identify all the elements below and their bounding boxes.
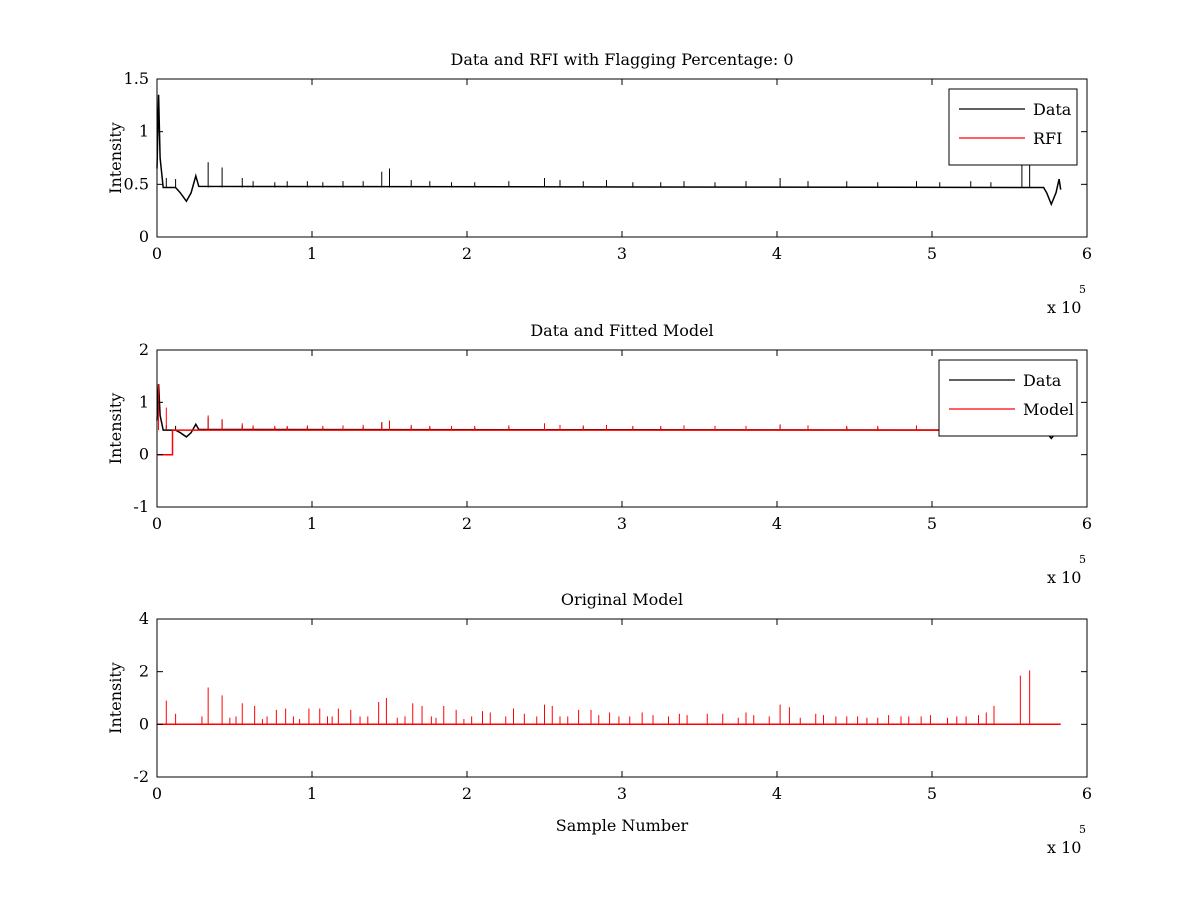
x-tick-label: 3 bbox=[617, 244, 627, 263]
y-tick-label: 0 bbox=[139, 227, 149, 246]
y-tick-label: 0 bbox=[139, 714, 149, 733]
x-tick-label: 0 bbox=[152, 514, 162, 533]
y-tick-label: 0 bbox=[139, 445, 149, 464]
legend-label: RFI bbox=[1033, 129, 1062, 148]
plot-title: Data and Fitted Model bbox=[530, 321, 713, 340]
x-tick-label: 4 bbox=[772, 514, 782, 533]
x-tick-label: 4 bbox=[772, 244, 782, 263]
y-tick-label: 2 bbox=[139, 340, 149, 359]
axes-frame bbox=[156, 78, 1088, 238]
x-multiplier-base: x 10 bbox=[1047, 838, 1081, 857]
x-tick-label: 1 bbox=[307, 514, 317, 533]
y-axis-label: Intensity bbox=[106, 662, 125, 734]
plot-title: Original Model bbox=[561, 590, 683, 609]
legend-box bbox=[938, 359, 1078, 437]
x-multiplier-base: x 10 bbox=[1047, 568, 1081, 587]
y-axis-label: Intensity bbox=[106, 393, 125, 465]
x-tick-label: 5 bbox=[927, 244, 937, 263]
series-model bbox=[157, 670, 1061, 726]
x-tick-label: 6 bbox=[1082, 784, 1092, 803]
series-line bbox=[157, 429, 1061, 456]
legend-label: Model bbox=[1023, 400, 1074, 419]
x-tick-label: 5 bbox=[927, 784, 937, 803]
axes-frame bbox=[156, 349, 1088, 508]
y-tick-label: 2 bbox=[139, 662, 149, 681]
y-tick-label: 1.5 bbox=[124, 69, 149, 88]
y-tick-label: 1 bbox=[139, 122, 149, 141]
x-tick-label: 2 bbox=[462, 244, 472, 263]
x-tick-label: 5 bbox=[927, 514, 937, 533]
x-multiplier-base: x 10 bbox=[1047, 298, 1081, 317]
x-tick-label: 3 bbox=[617, 514, 627, 533]
x-tick-label: 6 bbox=[1082, 514, 1092, 533]
y-tick-label: -1 bbox=[133, 497, 149, 516]
x-tick-label: 2 bbox=[462, 514, 472, 533]
legend-box bbox=[948, 88, 1078, 166]
y-tick-label: 1 bbox=[139, 392, 149, 411]
x-tick-label: 6 bbox=[1082, 244, 1092, 263]
subplot-1: 0 1 2 3 4 5 6 0 0.5 1 1.5 Data and RFI with Flaggin… bbox=[106, 50, 1092, 317]
x-multiplier-exponent: 5 bbox=[1079, 823, 1086, 836]
y-tick-label: 0.5 bbox=[124, 174, 149, 193]
x-tick-label: 4 bbox=[772, 784, 782, 803]
x-multiplier-exponent: 5 bbox=[1079, 553, 1086, 566]
legend: Data Model bbox=[938, 359, 1078, 437]
y-tick-label: -2 bbox=[133, 767, 149, 786]
x-tick-label: 3 bbox=[617, 784, 627, 803]
legend: Data RFI bbox=[948, 88, 1078, 166]
x-axis-label: Sample Number bbox=[556, 816, 689, 835]
x-tick-label: 2 bbox=[462, 784, 472, 803]
axes-frame bbox=[156, 618, 1088, 778]
y-tick-label: 4 bbox=[139, 609, 149, 628]
series-model bbox=[157, 384, 1061, 456]
x-tick-label: 1 bbox=[307, 244, 317, 263]
legend-label: Data bbox=[1023, 371, 1062, 390]
series-line bbox=[156, 94, 1062, 207]
x-tick-label: 0 bbox=[152, 244, 162, 263]
plot-title: Data and RFI with Flagging Percentage: 0 bbox=[450, 50, 793, 69]
legend-label: Data bbox=[1033, 100, 1072, 119]
x-tick-label: 0 bbox=[152, 784, 162, 803]
x-multiplier-exponent: 5 bbox=[1079, 283, 1086, 296]
y-axis-label: Intensity bbox=[106, 122, 125, 194]
x-tick-label: 1 bbox=[307, 784, 317, 803]
